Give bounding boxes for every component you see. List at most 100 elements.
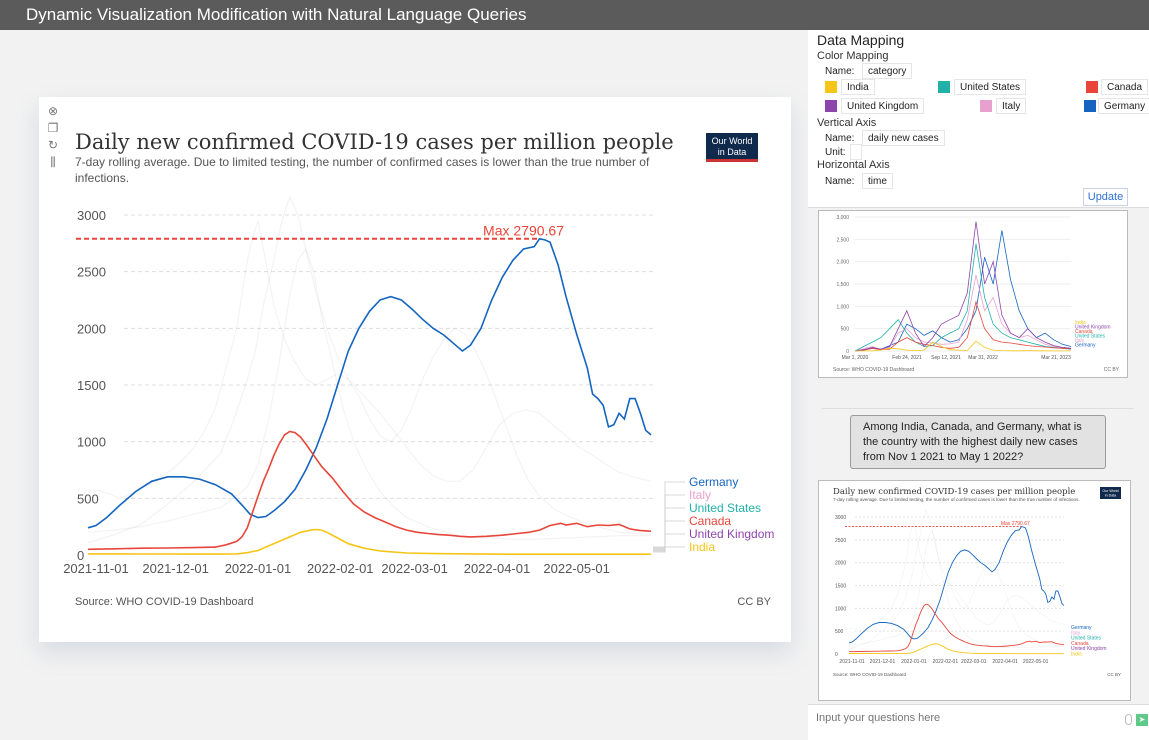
overview-license: CC BY bbox=[1104, 367, 1120, 373]
microphone-icon[interactable] bbox=[1125, 714, 1132, 725]
answer-source: Source: WHO COVID-19 Dashboard bbox=[833, 672, 907, 677]
question-input[interactable] bbox=[814, 710, 1114, 726]
answer-license: CC BY bbox=[1107, 672, 1121, 677]
answer-y-tick: 1500 bbox=[835, 584, 846, 590]
horizontal-axis-name-label: Name: bbox=[825, 176, 855, 187]
overview-legend-united-kingdom: United Kingdom bbox=[1075, 325, 1111, 331]
italy-swatch[interactable] bbox=[980, 100, 992, 112]
max-markline-label: Max 2790.67 bbox=[483, 223, 564, 239]
x-tick-label: 2022-01-01 bbox=[225, 561, 292, 576]
overview-y-tick: 2,500 bbox=[836, 237, 849, 243]
overview-x-tick: Mar 21, 2023 bbox=[1041, 355, 1071, 361]
answer-legend-canada: Canada bbox=[1071, 641, 1089, 647]
answer-owid-logo-text-line-1: Our World bbox=[1102, 489, 1118, 493]
overview-chart-card: 3,000 2,500 2,000 1,500 1,000 500 0 Mar 1, 2020… bbox=[818, 210, 1128, 378]
answer-legend-united-states: United States bbox=[1071, 636, 1102, 642]
legend-connector-united-states bbox=[653, 507, 685, 551]
answer-series-india bbox=[848, 643, 1064, 655]
answer-legend-germany: Germany bbox=[1071, 625, 1092, 631]
y-tick-label: 1000 bbox=[77, 435, 106, 450]
overview-series-germany bbox=[854, 230, 1072, 352]
copy-icon[interactable]: ❐ bbox=[47, 121, 59, 135]
united-states-swatch[interactable] bbox=[938, 81, 950, 93]
india-label-field[interactable]: India bbox=[841, 79, 875, 95]
answer-series-united-states bbox=[848, 530, 1064, 648]
answer-chart: Daily new confirmed COVID-19 cases per m… bbox=[833, 487, 1121, 677]
overview-series-italy bbox=[854, 275, 1072, 352]
india-swatch[interactable] bbox=[825, 81, 837, 93]
answer-max-markline-label: Max 2790.67 bbox=[1001, 521, 1030, 527]
chart-subtitle-line-2: infections. bbox=[75, 171, 129, 185]
user-question-bubble: Among India, Canada, and Germany, what i… bbox=[850, 415, 1106, 469]
chat-divider bbox=[822, 408, 1134, 409]
legend-connector-germany bbox=[653, 481, 685, 553]
right-panel: Data Mapping Color Mapping Name: categor… bbox=[808, 30, 1149, 740]
legend-connector-italy bbox=[653, 494, 685, 552]
x-tick-label: 2022-04-01 bbox=[464, 561, 531, 576]
answer-legend-india: India bbox=[1071, 652, 1082, 658]
answer-series-germany bbox=[848, 526, 1065, 644]
legend-label-india: India bbox=[689, 540, 715, 554]
vertical-axis-unit-field[interactable] bbox=[850, 144, 862, 160]
x-tick-label: 2021-11-01 bbox=[63, 561, 129, 576]
italy-label-field[interactable]: Italy bbox=[996, 98, 1027, 114]
overview-x-tick: Mar 1, 2020 bbox=[842, 355, 869, 361]
legend-label-canada: Canada bbox=[689, 514, 731, 528]
answer-x-tick: 2022-02-01 bbox=[933, 659, 959, 665]
owid-logo-text-line-2: in Data bbox=[718, 147, 747, 157]
canada-label-field[interactable]: Canada bbox=[1101, 79, 1149, 95]
horizontal-axis-name-field[interactable]: time bbox=[862, 173, 893, 189]
y-tick-label: 2500 bbox=[77, 265, 106, 280]
answer-y-tick: 3000 bbox=[835, 515, 846, 521]
series-line-united-states bbox=[87, 247, 651, 540]
overview-series-india bbox=[854, 340, 1071, 352]
canada-swatch[interactable] bbox=[1086, 81, 1098, 93]
overview-legend-germany: Germany bbox=[1075, 343, 1096, 349]
vertical-axis-name-label: Name: bbox=[825, 133, 855, 144]
color-name-label: Name: bbox=[825, 66, 855, 77]
overview-y-tick: 1,000 bbox=[836, 304, 849, 310]
legend-connector-canada bbox=[653, 520, 685, 550]
germany-swatch[interactable] bbox=[1084, 100, 1096, 112]
owid-logo-stripe bbox=[706, 159, 758, 162]
answer-owid-logo bbox=[1100, 487, 1121, 499]
overview-x-tick: Feb 24, 2021 bbox=[892, 355, 922, 361]
send-icon[interactable]: ➤ bbox=[1136, 714, 1148, 726]
color-name-field[interactable]: category bbox=[862, 63, 913, 79]
germany-label-field[interactable]: Germany bbox=[1098, 98, 1149, 114]
series-line-india bbox=[87, 528, 651, 555]
restore-icon[interactable]: ↻ bbox=[47, 138, 59, 152]
update-button[interactable]: Update bbox=[1083, 188, 1128, 206]
answer-chart-title: Daily new confirmed COVID-19 cases per m… bbox=[833, 487, 1075, 497]
data-mapping-title: Data Mapping bbox=[817, 32, 905, 48]
answer-chart-subtitle: 7-day rolling average. Due to limited te… bbox=[833, 497, 1080, 502]
overview-legend-italy: Italy bbox=[1075, 338, 1085, 344]
y-tick-label: 0 bbox=[77, 548, 84, 563]
series-line-italy bbox=[87, 195, 652, 544]
answer-legend-united-kingdom: United Kingdom bbox=[1071, 646, 1107, 652]
y-tick-label: 2000 bbox=[77, 321, 106, 336]
overview-series-united-kingdom bbox=[854, 221, 1072, 352]
overview-y-tick: 1,500 bbox=[836, 282, 849, 288]
overview-y-tick: 500 bbox=[841, 327, 850, 333]
answer-owid-logo-text-line-2: in Data bbox=[1105, 494, 1116, 498]
answer-y-tick: 2000 bbox=[835, 561, 846, 567]
main-chart-card: Daily new confirmed COVID-19 cases per m… bbox=[39, 97, 791, 642]
vertical-axis-name-field[interactable]: daily new cases bbox=[862, 130, 945, 146]
x-tick-label: 2021-12-01 bbox=[142, 561, 209, 576]
overview-legend-united-states: United States bbox=[1075, 334, 1106, 340]
bar-chart-icon[interactable]: ⫼ bbox=[50, 155, 56, 169]
united-kingdom-swatch[interactable] bbox=[825, 100, 837, 112]
legend-label-germany: Germany bbox=[689, 475, 738, 489]
chart-subtitle-line-1: 7-day rolling average. Due to limited te… bbox=[75, 155, 650, 169]
overview-y-tick: 3,000 bbox=[836, 215, 849, 221]
united-kingdom-label-field[interactable]: United Kingdom bbox=[841, 98, 925, 114]
answer-y-tick: 500 bbox=[835, 629, 844, 635]
chart-license: CC BY bbox=[737, 596, 771, 608]
main-chart: Daily new confirmed COVID-19 cases per m… bbox=[63, 130, 774, 608]
close-circle-icon[interactable]: ⊗ bbox=[47, 104, 59, 118]
owid-logo-text-line-1: Our World bbox=[712, 136, 753, 146]
answer-x-tick: 2022-03-01 bbox=[961, 659, 987, 665]
united-states-label-field[interactable]: United States bbox=[954, 79, 1027, 95]
